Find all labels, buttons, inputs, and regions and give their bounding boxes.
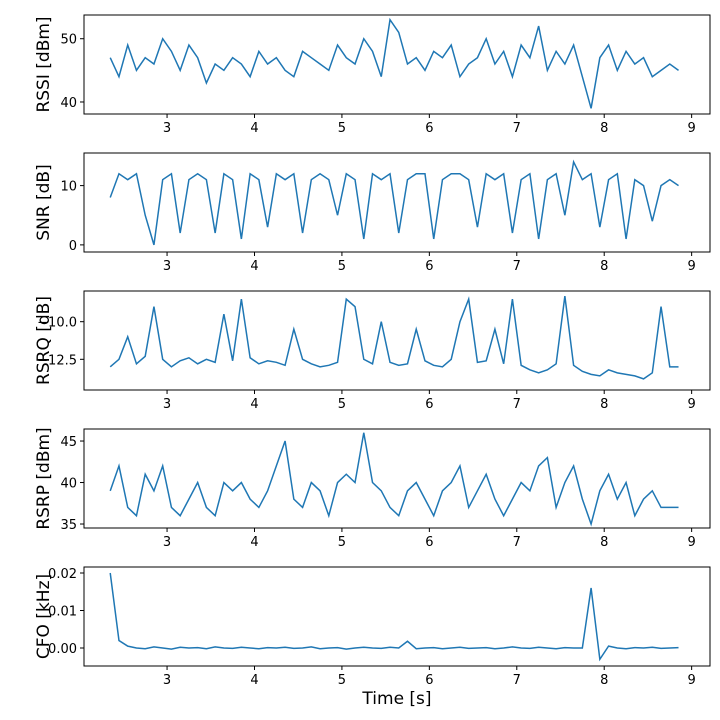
y-tick-label: 40 <box>60 477 77 492</box>
y-tick-label: 0.00 <box>48 642 77 657</box>
x-tick-label: 4 <box>250 259 258 274</box>
y-tick-label: 0.02 <box>48 567 77 582</box>
x-tick-label: 6 <box>425 121 433 136</box>
x-tick-label: 8 <box>600 673 608 688</box>
y-tick-label: 50 <box>60 33 77 48</box>
x-tick-label: 3 <box>163 397 171 412</box>
x-tick-label: 5 <box>338 535 346 550</box>
x-axis-label: Time [s] <box>361 689 431 709</box>
x-tick-label: 7 <box>513 673 521 688</box>
x-tick-label: 4 <box>250 673 258 688</box>
x-tick-label: 9 <box>687 535 695 550</box>
x-tick-label: 9 <box>687 397 695 412</box>
x-tick-label: 5 <box>338 259 346 274</box>
x-tick-label: 7 <box>513 535 521 550</box>
axes-frame <box>83 290 711 391</box>
y-axis-label: CFO [kHz] <box>34 574 54 659</box>
data-line <box>109 572 679 662</box>
x-tick-label: 8 <box>600 259 608 274</box>
x-tick-label: 4 <box>250 397 258 412</box>
x-tick-label: 3 <box>163 535 171 550</box>
x-tick-label: 7 <box>513 397 521 412</box>
axes-frame <box>83 566 711 667</box>
y-tick-label: 45 <box>60 435 77 450</box>
x-tick-label: 5 <box>338 673 346 688</box>
x-tick-label: 6 <box>425 673 433 688</box>
x-tick-label: 7 <box>513 121 521 136</box>
y-tick-label: 10 <box>60 180 77 195</box>
y-tick-label: 0 <box>69 239 77 254</box>
x-tick-label: 5 <box>338 121 346 136</box>
axes-frame <box>83 428 711 529</box>
x-tick-label: 3 <box>163 259 171 274</box>
data-line <box>109 296 679 380</box>
x-tick-label: 8 <box>600 535 608 550</box>
x-tick-label: 8 <box>600 397 608 412</box>
y-tick-label: −10.0 <box>37 316 77 331</box>
data-line <box>109 159 679 246</box>
x-tick-label: 9 <box>687 259 695 274</box>
data-line <box>109 432 679 527</box>
x-tick-label: 6 <box>425 535 433 550</box>
x-tick-label: 7 <box>513 259 521 274</box>
x-tick-label: 3 <box>163 121 171 136</box>
x-tick-label: 9 <box>687 673 695 688</box>
y-axis-label: RSSI [dBm] <box>34 16 54 112</box>
y-axis-label: RSRQ [dB] <box>34 296 54 385</box>
data-line <box>109 17 679 109</box>
x-tick-label: 3 <box>163 673 171 688</box>
axes-frame <box>83 14 711 115</box>
y-tick-label: 40 <box>60 96 77 111</box>
y-tick-label: −12.5 <box>37 353 77 368</box>
x-tick-label: 8 <box>600 121 608 136</box>
x-tick-label: 6 <box>425 397 433 412</box>
x-tick-label: 9 <box>687 121 695 136</box>
x-tick-label: 5 <box>338 397 346 412</box>
y-tick-label: 0.01 <box>48 605 77 620</box>
y-tick-label: 35 <box>60 518 77 533</box>
y-axis-label: SNR [dB] <box>34 164 54 240</box>
x-tick-label: 4 <box>250 535 258 550</box>
y-axis-label: RSRP [dBm] <box>34 427 54 529</box>
x-tick-label: 6 <box>425 259 433 274</box>
axes-frame <box>83 152 711 253</box>
x-tick-label: 4 <box>250 121 258 136</box>
